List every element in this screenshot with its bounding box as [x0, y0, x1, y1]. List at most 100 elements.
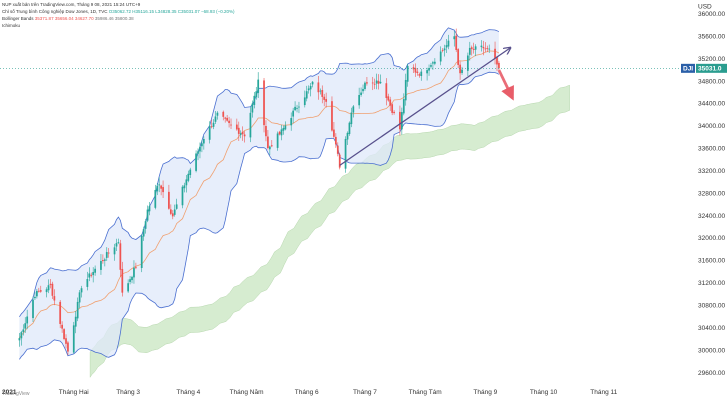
candle-body [290, 118, 293, 126]
candle [377, 74, 380, 90]
candle [208, 121, 211, 144]
candle-body [76, 301, 79, 319]
candle-body [102, 260, 104, 262]
candle [53, 289, 56, 306]
candle-body [208, 126, 211, 140]
candle-body [358, 94, 361, 106]
candle [228, 116, 230, 128]
candle-body [67, 342, 69, 352]
candle-body [65, 338, 67, 344]
candle [305, 85, 308, 102]
x-tick-label: Tháng 7 [353, 389, 377, 396]
candle [280, 124, 283, 141]
candle-body [296, 107, 298, 109]
bollinger-lower-band [19, 71, 500, 360]
y-tick-label: 30800.00 [698, 303, 725, 310]
candle [379, 74, 382, 85]
candle [100, 253, 102, 275]
candle-body [426, 70, 428, 74]
bb-indicator-name: Bollinger Bands [2, 16, 34, 21]
candle-body [488, 48, 491, 50]
candle [399, 105, 401, 136]
candle-body [371, 82, 374, 84]
candle-body [26, 316, 29, 324]
candle-body [317, 82, 320, 93]
candle-body [162, 187, 164, 193]
candle-body [362, 88, 364, 92]
candle [282, 125, 285, 135]
candle [86, 271, 89, 291]
candle-body [385, 83, 388, 98]
candle [212, 119, 215, 130]
candle-body [268, 146, 271, 150]
price-tag-label: 35031.0 [698, 66, 722, 73]
candle [235, 118, 238, 131]
candle [360, 87, 362, 97]
y-tick-label: 32400.00 [698, 213, 725, 220]
candle [333, 122, 335, 139]
candle [197, 148, 199, 161]
candle [241, 126, 244, 141]
x-tick-label: Tháng 11 [590, 389, 617, 396]
candle-body [140, 235, 143, 269]
bb-indicator-values: 35371.87 35656.04 34627.70 [34, 16, 94, 21]
x-tick-label: Tháng 9 [473, 389, 497, 396]
candle [72, 321, 75, 354]
candle [257, 72, 260, 98]
y-tick-label: 33600.00 [698, 146, 725, 153]
x-tick-label: Tháng 4 [176, 389, 200, 396]
candle-body [470, 47, 473, 49]
candle-body [158, 184, 161, 186]
candle-body [119, 243, 122, 270]
candle [325, 92, 328, 108]
candle-body [428, 68, 430, 71]
candle-body [22, 329, 25, 333]
chart-header-line1: NUP xuất bản trên TradingView.com, Tháng… [2, 2, 141, 7]
candle [494, 41, 496, 65]
candle-body [455, 35, 458, 51]
candle-body [195, 153, 197, 171]
candle [350, 107, 353, 128]
candle [439, 46, 442, 66]
candle-body [53, 296, 56, 301]
candle [226, 114, 229, 122]
candle-body [294, 106, 296, 111]
symbol-tag-label: DJI [683, 66, 693, 73]
candle-body [51, 283, 54, 296]
candle [102, 254, 104, 264]
candle-body [251, 103, 254, 113]
candle-body [379, 81, 382, 84]
candle-body [334, 136, 337, 145]
candle [115, 238, 118, 251]
candle-body [169, 209, 172, 214]
candle [210, 119, 213, 129]
candle [441, 48, 444, 53]
candle [24, 317, 27, 333]
y-tick-label: 30000.00 [698, 347, 725, 354]
candle [189, 167, 192, 179]
candle-body [121, 268, 124, 293]
candle [45, 287, 48, 298]
candle-body [37, 290, 40, 292]
candle-body [472, 48, 475, 50]
candle-body [212, 122, 215, 127]
candle-body [284, 125, 287, 130]
candle [65, 334, 67, 349]
candle-body [216, 112, 219, 116]
candle [385, 78, 388, 106]
y-tick-label: 34000.00 [698, 123, 725, 130]
candle-body [103, 259, 106, 261]
candle-body [228, 120, 230, 124]
candle [80, 285, 83, 298]
candle-body [333, 129, 335, 137]
candle [148, 202, 151, 216]
candle [121, 261, 124, 297]
candle-body [197, 151, 199, 154]
candle-body [59, 301, 62, 324]
candle-body [418, 74, 421, 76]
candle-body [441, 50, 444, 51]
candle-body [36, 290, 38, 297]
candle [173, 204, 176, 217]
candle-body [92, 271, 95, 276]
